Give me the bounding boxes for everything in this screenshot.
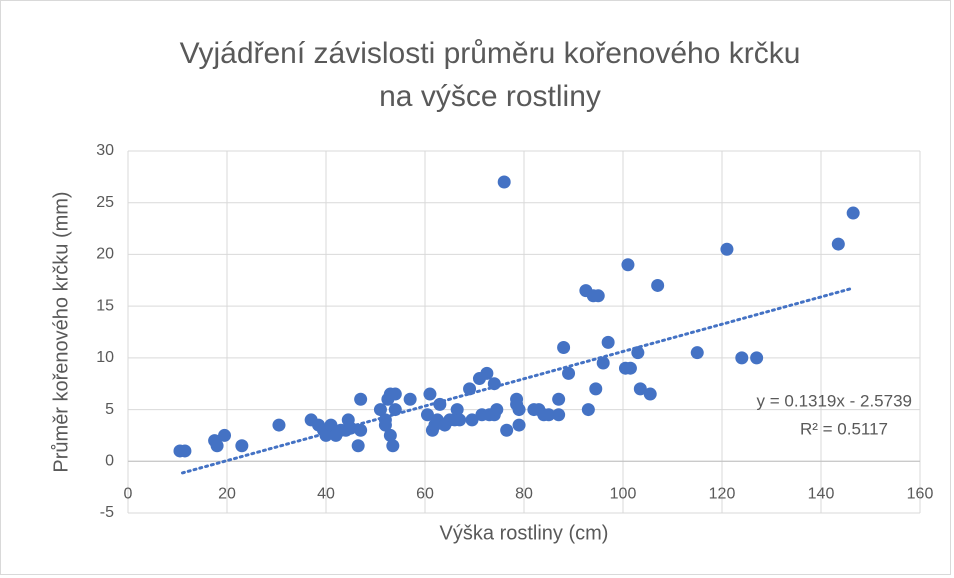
- y-tick-label: 25: [96, 194, 114, 211]
- point: [420, 408, 434, 422]
- point: [235, 439, 249, 453]
- point: [490, 403, 504, 417]
- point: [465, 413, 479, 427]
- point: [218, 428, 232, 442]
- point: [373, 403, 387, 417]
- point: [690, 346, 704, 360]
- point: [581, 403, 595, 417]
- y-tick-label: 15: [96, 297, 114, 314]
- point: [651, 278, 665, 292]
- trendline-equation: y = 0.1319x - 2.5739: [757, 391, 912, 410]
- y-tick-label: -5: [100, 504, 114, 521]
- x-tick-label: 20: [218, 486, 236, 503]
- x-tick-label: 0: [124, 486, 133, 503]
- x-tick-label: 60: [416, 486, 434, 503]
- chart-title: Vyjádření závislosti průměru kořenového …: [180, 37, 801, 70]
- point: [210, 439, 224, 453]
- point: [750, 351, 764, 365]
- y-tick-label: 0: [105, 453, 114, 470]
- point: [601, 335, 615, 349]
- point: [354, 392, 368, 406]
- point: [562, 366, 576, 380]
- trendline: [180, 287, 853, 475]
- y-tick-label: 10: [96, 349, 114, 366]
- point: [621, 258, 635, 272]
- point: [500, 423, 514, 437]
- point: [354, 423, 368, 437]
- point: [831, 237, 845, 251]
- point: [735, 351, 749, 365]
- x-tick-label: 40: [317, 486, 335, 503]
- y-tick-label: 5: [105, 401, 114, 418]
- trendline-r-squared: R² = 0.5117: [800, 419, 888, 438]
- point: [388, 387, 402, 401]
- x-tick-label: 80: [515, 486, 533, 503]
- point: [512, 403, 526, 417]
- point: [351, 439, 365, 453]
- point: [450, 403, 464, 417]
- point: [178, 444, 192, 458]
- chart-title: na výšce rostliny: [379, 80, 601, 113]
- point: [557, 341, 571, 355]
- point: [720, 242, 734, 256]
- point: [542, 408, 556, 422]
- point: [403, 392, 417, 406]
- point: [643, 387, 657, 401]
- x-axis-label: Výška rostliny (cm): [440, 522, 609, 544]
- x-tick-label: 140: [808, 486, 835, 503]
- y-tick-label: 20: [96, 246, 114, 263]
- point: [423, 387, 437, 401]
- x-tick-label: 160: [907, 486, 934, 503]
- point: [324, 418, 338, 432]
- point: [272, 418, 286, 432]
- point: [378, 418, 392, 432]
- point: [344, 421, 358, 435]
- x-tick-label: 120: [709, 486, 736, 503]
- point: [480, 366, 494, 380]
- point: [552, 392, 566, 406]
- point: [591, 289, 605, 303]
- point: [552, 408, 566, 422]
- point: [453, 413, 467, 427]
- point: [512, 418, 526, 432]
- point: [633, 382, 647, 396]
- point: [596, 356, 610, 370]
- point: [497, 175, 511, 189]
- point: [383, 428, 397, 442]
- point: [589, 382, 603, 396]
- point: [846, 206, 860, 220]
- y-axis-label: Průměr kořenového krčku (mm): [50, 191, 72, 472]
- point: [386, 439, 400, 453]
- y-tick-label: 30: [96, 142, 114, 159]
- point: [623, 361, 637, 375]
- x-tick-label: 100: [610, 486, 637, 503]
